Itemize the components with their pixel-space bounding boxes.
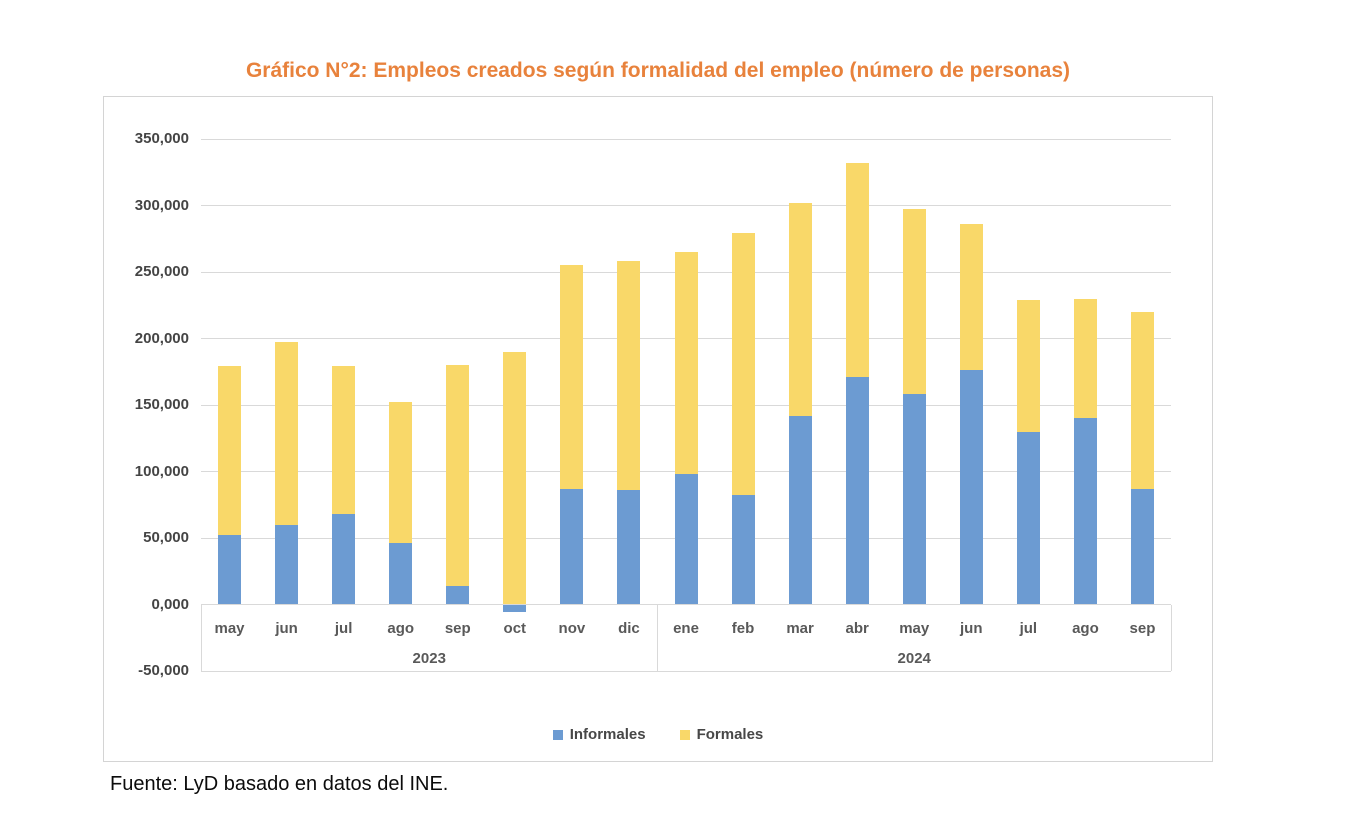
bar-segment-informales bbox=[1073, 418, 1097, 605]
legend-label-informales: Informales bbox=[569, 726, 646, 743]
legend-item-formales: Formales bbox=[679, 726, 764, 743]
bar-segment-formales bbox=[617, 261, 641, 491]
x-tick-label: sep bbox=[1129, 620, 1156, 637]
y-tick-label: 250,000 bbox=[134, 263, 189, 280]
x-tick-label: jun bbox=[275, 620, 298, 637]
bar-segment-informales bbox=[1130, 488, 1154, 605]
bar-segment-informales bbox=[218, 535, 242, 605]
legend-item-informales: Informales bbox=[552, 726, 646, 743]
y-gridline bbox=[201, 604, 1171, 605]
x-tick-label: nov bbox=[558, 620, 586, 637]
y-tick-label: -50,000 bbox=[138, 662, 189, 679]
bar-segment-formales bbox=[731, 233, 755, 496]
y-tick-label: 100,000 bbox=[134, 462, 189, 480]
bar-segment-formales bbox=[389, 402, 413, 544]
bar-segment-informales bbox=[1016, 431, 1040, 605]
x-group-label: 2024 bbox=[897, 650, 931, 667]
source-note: Fuente: LyD basado en datos del INE. bbox=[110, 773, 449, 795]
bar-segment-informales bbox=[332, 514, 356, 605]
x-tick-label: abr bbox=[845, 620, 869, 637]
x-tick-label: ago bbox=[387, 620, 415, 637]
bar-segment-informales bbox=[845, 377, 869, 605]
chart-title: Gráfico N°2: Empleos creados según forma… bbox=[245, 59, 1071, 82]
legend-swatch-informales bbox=[552, 729, 563, 740]
x-group-label: 2023 bbox=[412, 650, 446, 667]
axis-separator-line bbox=[200, 604, 202, 671]
y-tick-label: 300,000 bbox=[134, 196, 189, 214]
x-tick-label: dic bbox=[618, 620, 640, 637]
bar-segment-formales bbox=[959, 224, 983, 371]
bar-segment-formales bbox=[503, 351, 527, 605]
bar-segment-formales bbox=[1016, 299, 1040, 432]
bar-segment-formales bbox=[788, 202, 812, 416]
x-tick-label: may bbox=[214, 620, 245, 637]
x-tick-label: may bbox=[899, 620, 930, 637]
bar-segment-informales bbox=[674, 474, 698, 605]
y-gridline bbox=[201, 205, 1171, 206]
bar-segment-formales bbox=[560, 265, 584, 489]
bar-segment-informales bbox=[788, 415, 812, 605]
y-gridline bbox=[201, 670, 1171, 672]
bar-segment-formales bbox=[845, 162, 869, 378]
bar-segment-informales bbox=[959, 370, 983, 605]
bar-segment-formales bbox=[1130, 311, 1154, 489]
y-tick-label: 150,000 bbox=[134, 396, 189, 413]
bar-segment-formales bbox=[674, 252, 698, 475]
bar-segment-formales bbox=[446, 365, 470, 586]
bar-segment-informales bbox=[446, 585, 470, 605]
axis-separator-line bbox=[656, 604, 658, 671]
legend-swatch-formales bbox=[679, 729, 690, 740]
bar-segment-formales bbox=[332, 366, 356, 515]
bar-segment-formales bbox=[275, 342, 299, 525]
y-tick-label: 350,000 bbox=[134, 130, 189, 147]
x-tick-label: mar bbox=[786, 620, 814, 637]
y-tick-label: 0,000 bbox=[151, 595, 189, 613]
bar-segment-informales bbox=[275, 524, 299, 605]
x-tick-label: jun bbox=[960, 620, 983, 637]
bar-segment-informales bbox=[902, 394, 926, 605]
legend-label-formales: Formales bbox=[696, 726, 764, 743]
x-tick-label: ene bbox=[673, 620, 699, 637]
x-tick-label: feb bbox=[731, 620, 755, 637]
bar-segment-informales bbox=[560, 488, 584, 605]
bar-segment-formales bbox=[902, 209, 926, 395]
bar-segment-formales bbox=[218, 366, 242, 536]
bar-segment-informales bbox=[389, 543, 413, 605]
y-tick-label: 50,000 bbox=[143, 529, 189, 546]
chart-frame: 350,000 300,000 250,000 200,000 150,000 100,0… bbox=[103, 96, 1213, 762]
x-tick-label: jul bbox=[1019, 620, 1038, 637]
bar-segment-informales bbox=[731, 495, 755, 605]
x-tick-label: jul bbox=[334, 620, 353, 637]
y-tick-label: 200,000 bbox=[134, 329, 189, 347]
x-tick-label: oct bbox=[503, 620, 527, 637]
axis-separator-line bbox=[1170, 604, 1172, 671]
y-gridline bbox=[201, 138, 1171, 140]
x-tick-label: sep bbox=[444, 620, 471, 637]
bar-segment-informales bbox=[617, 490, 641, 605]
legend: Informales Formales bbox=[104, 726, 1212, 743]
bar-segment-informales bbox=[503, 604, 527, 613]
plot-area: 350,000 300,000 250,000 200,000 150,000 100,0… bbox=[104, 97, 1212, 761]
bar-segment-formales bbox=[1073, 298, 1097, 419]
x-tick-label: ago bbox=[1072, 620, 1099, 637]
